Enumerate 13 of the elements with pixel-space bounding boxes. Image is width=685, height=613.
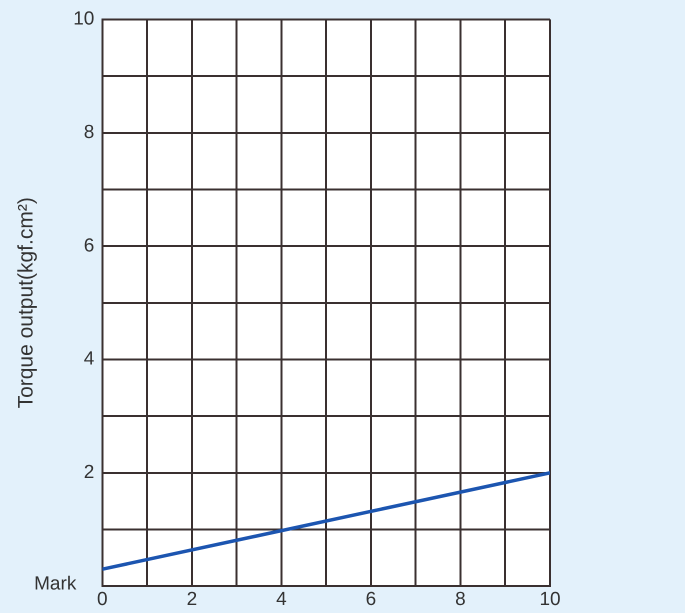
y-tick-label: 2 (84, 462, 94, 484)
x-tick-label: 2 (186, 588, 198, 610)
y-tick-label: 6 (84, 235, 94, 256)
x-axis-title: Mark (34, 573, 77, 594)
y-tick-label: 4 (84, 348, 95, 370)
x-tick-label: 10 (539, 588, 561, 610)
y-tick-label: 8 (84, 122, 94, 143)
x-tick-label: 8 (455, 588, 466, 610)
x-tick-label: 6 (366, 588, 376, 610)
y-axis-title: Torque output(kgf.cm²) (14, 197, 38, 408)
x-tick-label: 0 (97, 588, 108, 610)
y-tick-label: 10 (73, 8, 94, 30)
x-tick-label: 4 (276, 588, 288, 610)
